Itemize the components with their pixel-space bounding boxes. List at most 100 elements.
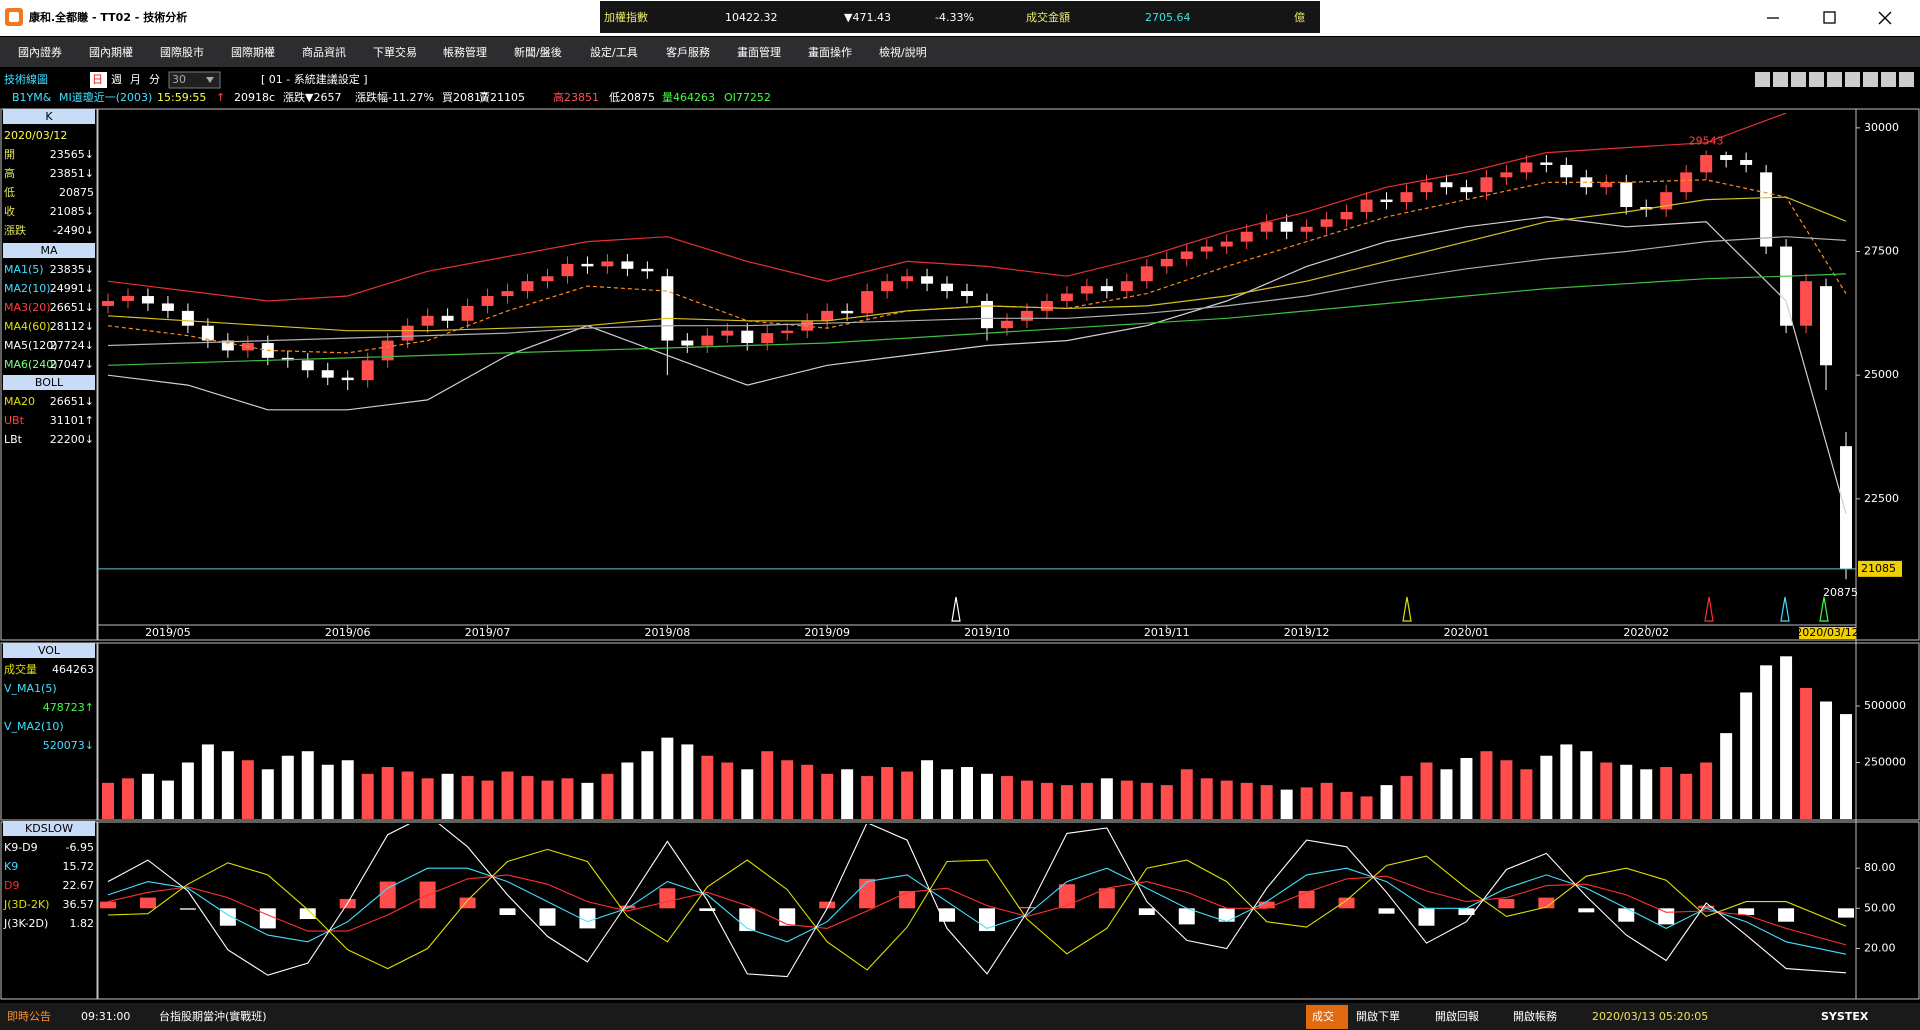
- status-button[interactable]: 開啟下單: [1356, 1009, 1400, 1023]
- histogram-bar: [1178, 908, 1195, 925]
- legend-label: 高: [4, 166, 15, 180]
- restore-button[interactable]: [1823, 11, 1836, 24]
- tool-icon[interactable]: [1755, 72, 1770, 87]
- menu-item[interactable]: 國內期權: [89, 46, 133, 59]
- histogram-bar: [99, 901, 116, 909]
- volume-bar: [1020, 780, 1033, 819]
- histogram-bar: [619, 905, 636, 909]
- tool-icon[interactable]: [1791, 72, 1806, 87]
- tool-icon[interactable]: [1863, 72, 1878, 87]
- candle-body: [1240, 231, 1253, 242]
- status-item: 即時公告: [7, 1010, 51, 1023]
- last-price-box: [1858, 560, 1902, 577]
- count-dropdown[interactable]: [168, 71, 221, 89]
- volume-bar: [501, 771, 514, 819]
- volume-bar: [661, 737, 674, 819]
- histogram-bar: [1698, 905, 1715, 909]
- volume-bar: [1700, 762, 1713, 819]
- candle-body: [461, 305, 474, 321]
- menu-item[interactable]: 國際期權: [231, 46, 275, 59]
- menu-item[interactable]: 客戶服務: [666, 45, 710, 59]
- histogram-bar: [1058, 884, 1075, 909]
- section-header: [3, 109, 95, 124]
- legend-value: 478723↑: [43, 701, 94, 714]
- volume-bar: [1600, 762, 1613, 819]
- histogram-bar: [139, 897, 156, 909]
- histogram-bar: [1578, 908, 1595, 913]
- volume-bar: [741, 769, 754, 819]
- volume-bar: [701, 755, 714, 819]
- volume-bar: [921, 760, 934, 819]
- histogram-bar: [1538, 897, 1555, 909]
- menu-item[interactable]: 帳務管理: [443, 45, 487, 59]
- status-button[interactable]: 開啟帳務: [1513, 1009, 1557, 1023]
- period-button[interactable]: 週: [111, 73, 122, 86]
- legend-value: 26651↓: [50, 301, 94, 314]
- candle-body: [481, 296, 494, 306]
- signal-marker: [1780, 596, 1790, 622]
- y-tick-label: 250000: [1864, 756, 1906, 769]
- volume-bar: [561, 778, 574, 819]
- menu-bar: [0, 37, 1920, 67]
- tool-icon[interactable]: [1845, 72, 1860, 87]
- volume-bar: [881, 767, 894, 819]
- period-button[interactable]: 日: [92, 73, 103, 86]
- x-tick-label: 2019/05: [145, 626, 191, 639]
- histogram-bar: [1838, 908, 1855, 918]
- menu-item[interactable]: 新聞/盤後: [514, 45, 562, 59]
- volume-bar: [321, 764, 334, 819]
- info-item: 量464263: [662, 91, 715, 104]
- tool-icon[interactable]: [1827, 72, 1842, 87]
- x-tick-label: 2019/09: [804, 626, 850, 639]
- histogram-bar: [1778, 908, 1795, 922]
- info-item: ↑: [216, 91, 225, 104]
- volume-bar: [121, 778, 134, 819]
- candle-body: [1500, 172, 1513, 178]
- status-button[interactable]: 開啟回報: [1435, 1009, 1479, 1023]
- candle-body: [1720, 155, 1733, 160]
- histogram-bar: [299, 908, 316, 920]
- tool-icon[interactable]: [1899, 72, 1914, 87]
- kd-line: [107, 848, 1847, 971]
- volume-bar: [441, 773, 454, 819]
- volume-bar: [641, 751, 654, 819]
- section-title: BOLL: [35, 376, 64, 389]
- tool-icon[interactable]: [1809, 72, 1824, 87]
- high-label: 29543: [1689, 134, 1724, 147]
- status-item: 09:31:00: [81, 1010, 130, 1023]
- ticker-item: 成交金額: [1026, 10, 1070, 24]
- legend-value: 26651↓: [50, 395, 94, 408]
- candle-body: [1140, 266, 1153, 282]
- volume-bar: [1060, 785, 1073, 819]
- window-controls[interactable]: [1767, 11, 1892, 25]
- menu-item[interactable]: 設定/工具: [590, 45, 638, 59]
- x-tick-label: 2019/08: [645, 626, 691, 639]
- menu-item[interactable]: 國內證券: [18, 45, 62, 59]
- status-bar: [0, 1003, 1920, 1030]
- menu-item[interactable]: 商品資訊: [302, 45, 346, 59]
- histogram-bar: [899, 890, 916, 909]
- date-label: 2020/03/12: [1795, 626, 1858, 639]
- tool-icon[interactable]: [1773, 72, 1788, 87]
- menu-item[interactable]: 下單交易: [373, 45, 417, 59]
- menu-item[interactable]: 檢視/說明: [879, 45, 927, 59]
- menu-item[interactable]: 畫面管理: [737, 45, 781, 59]
- legend-value: 27724↓: [50, 339, 94, 352]
- volume-bar: [541, 780, 554, 819]
- legend-label: 開: [4, 148, 15, 161]
- period-button[interactable]: 分: [149, 73, 160, 86]
- volume-bar: [101, 782, 114, 819]
- candle-body: [421, 315, 434, 326]
- period-button[interactable]: 月: [130, 73, 141, 86]
- volume-bar: [621, 762, 634, 819]
- histogram-bar: [459, 897, 476, 909]
- menu-item[interactable]: 畫面操作: [808, 45, 852, 59]
- ticker-item: 加權指數: [604, 10, 648, 24]
- tool-icon[interactable]: [1881, 72, 1896, 87]
- candle-body: [1780, 246, 1793, 326]
- status-button[interactable]: 成交: [1312, 1009, 1334, 1023]
- menu-item[interactable]: 國際股市: [160, 45, 204, 59]
- candle-body: [181, 310, 194, 326]
- info-item: 15:59:55: [157, 91, 206, 104]
- candle-body: [1440, 182, 1453, 188]
